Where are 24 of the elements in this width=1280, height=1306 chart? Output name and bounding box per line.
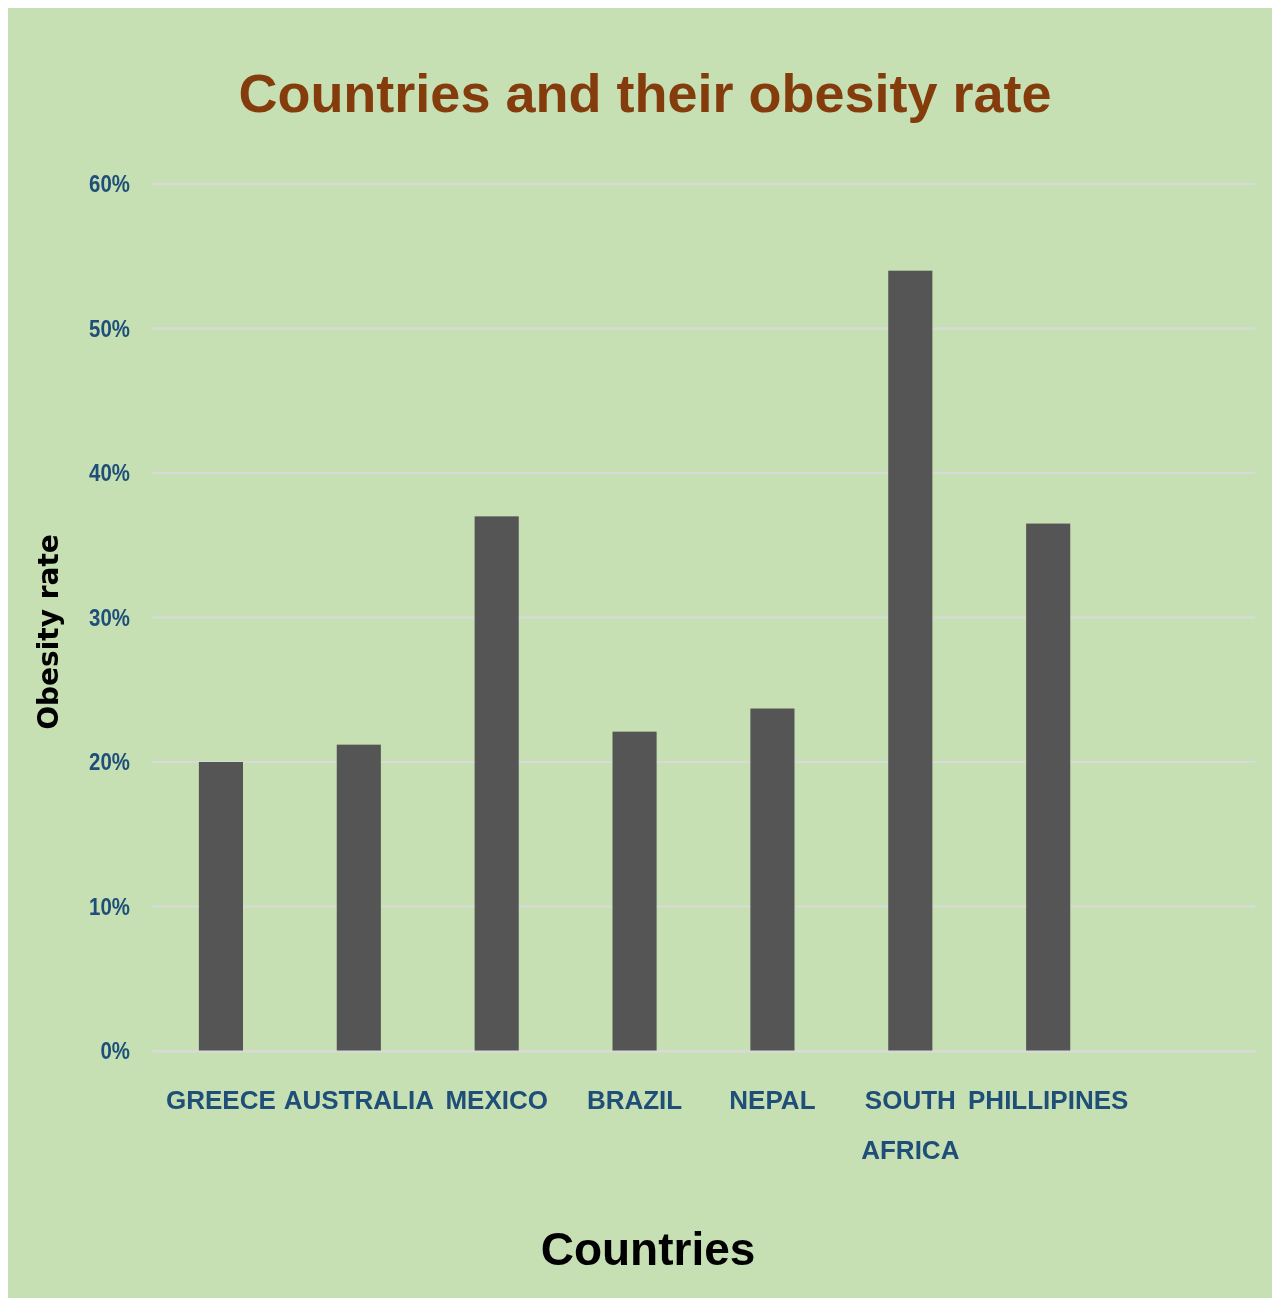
x-tick-label: NEPAL — [729, 1085, 816, 1116]
bar — [612, 731, 657, 1051]
x-tick-label: MEXICO — [445, 1085, 548, 1116]
bar — [750, 708, 795, 1051]
x-tick-label: SOUTH AFRICA — [861, 1085, 960, 1165]
x-axis-title: Countries — [540, 1223, 756, 1275]
x-tick-label: AUSTRALIA — [283, 1085, 435, 1116]
bar — [888, 270, 933, 1051]
y-tick-label: 0% — [100, 1037, 131, 1065]
chart-title: Countries and their obesity rate — [238, 63, 1052, 123]
y-tick-label: 30% — [89, 604, 131, 632]
y-axis-title: Obesity rate — [32, 534, 65, 730]
y-tick-label: 20% — [89, 748, 131, 776]
y-tick-label: 60% — [89, 170, 131, 198]
bar — [336, 744, 381, 1051]
x-tick-label: PHILLIPINES — [968, 1085, 1129, 1116]
x-tick-label: BRAZIL — [586, 1085, 683, 1116]
x-tick-label: GREECE — [166, 1085, 276, 1116]
bar — [198, 762, 243, 1051]
y-tick-label: 50% — [89, 315, 131, 343]
y-tick-label: 40% — [89, 459, 131, 487]
bar — [474, 516, 519, 1051]
bar — [1026, 523, 1071, 1051]
y-tick-label: 10% — [89, 893, 131, 921]
